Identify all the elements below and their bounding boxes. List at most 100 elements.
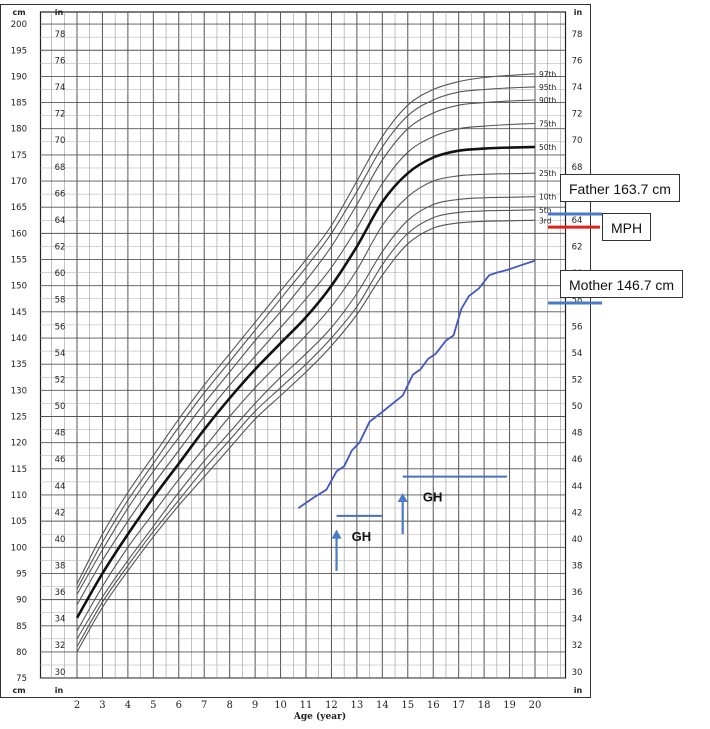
in-tick-label-right: 64 xyxy=(572,216,583,226)
in-tick-label-right: 30 xyxy=(572,668,583,678)
gh-arrow-head xyxy=(331,529,342,539)
in-tick-label-right: 34 xyxy=(572,615,583,625)
cm-tick-label: 175 xyxy=(11,151,27,161)
percentile-label-25th: 25th xyxy=(539,169,556,178)
cm-tick-label: 170 xyxy=(11,177,27,187)
y-unit-top-left: cm xyxy=(12,8,25,17)
cm-tick-label: 125 xyxy=(11,412,27,422)
age-tick-label: 13 xyxy=(351,700,364,711)
in-tick-label-right: 32 xyxy=(572,641,583,651)
in-tick-label-left: 60 xyxy=(55,269,66,279)
in-tick-label-right: 50 xyxy=(572,402,583,412)
age-tick-label: 14 xyxy=(376,700,389,711)
in-tick-label-left: 38 xyxy=(55,562,66,572)
patient-height-line xyxy=(297,259,536,509)
age-tick-label: 10 xyxy=(274,700,287,711)
in-tick-label-right: 40 xyxy=(572,535,583,545)
age-tick-label: 2 xyxy=(74,700,80,711)
cm-tick-label: 190 xyxy=(11,72,27,82)
percentile-label-95th: 95th xyxy=(539,83,556,92)
cm-tick-label: 95 xyxy=(16,569,27,579)
in-tick-label-left: 50 xyxy=(55,402,66,412)
percentile-curve-95th xyxy=(76,86,536,590)
in-tick-label-right: 76 xyxy=(572,57,583,67)
age-tick-label: 5 xyxy=(150,700,156,711)
cm-tick-label: 140 xyxy=(11,334,27,344)
in-tick-label-right: 74 xyxy=(572,83,583,93)
chart-frame xyxy=(0,4,591,698)
in-tick-label-right: 42 xyxy=(572,508,583,518)
in-tick-label-left: 34 xyxy=(55,615,66,625)
in-tick-label-left: 70 xyxy=(55,136,66,146)
in-unit-top-left: in xyxy=(55,8,64,17)
age-tick-label: 12 xyxy=(325,700,338,711)
in-tick-label-left: 58 xyxy=(55,296,66,306)
cm-tick-label: 85 xyxy=(16,622,27,632)
in-tick-label-left: 36 xyxy=(55,588,66,598)
cm-tick-label: 160 xyxy=(11,229,27,239)
in-tick-label-left: 78 xyxy=(55,30,66,40)
in-tick-label-right: 58 xyxy=(572,296,583,306)
tick-labels: 7580859095100105110115120125130135140145… xyxy=(11,20,583,711)
age-tick-label: 17 xyxy=(452,700,465,711)
in-tick-label-right: 56 xyxy=(572,322,583,332)
gh-label: GH xyxy=(423,490,443,505)
in-tick-label-right: 48 xyxy=(572,429,583,439)
grid xyxy=(0,4,591,698)
in-unit-bottom-right: in xyxy=(574,686,583,695)
in-tick-label-left: 68 xyxy=(55,163,66,173)
percentile-curve-75th xyxy=(76,122,536,606)
cm-tick-label: 150 xyxy=(11,282,27,292)
percentile-curve-3rd xyxy=(76,219,536,653)
cm-tick-label: 185 xyxy=(11,99,27,109)
in-tick-label-left: 48 xyxy=(55,429,66,439)
age-tick-label: 9 xyxy=(252,700,258,711)
cm-tick-label: 165 xyxy=(11,203,27,213)
age-tick-label: 20 xyxy=(529,700,542,711)
percentile-label-10th: 10th xyxy=(539,193,556,202)
in-tick-label-left: 44 xyxy=(55,482,66,492)
in-tick-label-right: 54 xyxy=(572,349,583,359)
in-tick-label-right: 44 xyxy=(572,482,583,492)
cm-tick-label: 90 xyxy=(16,596,27,606)
cm-tick-label: 75 xyxy=(16,674,27,684)
percentile-curve-90th xyxy=(76,99,536,595)
age-tick-label: 3 xyxy=(99,700,105,711)
in-tick-label-left: 42 xyxy=(55,508,66,518)
in-tick-label-right: 62 xyxy=(572,243,583,253)
age-tick-label: 4 xyxy=(125,700,131,711)
mother-height-callout: Mother 146.7 cm xyxy=(560,270,684,298)
cm-tick-label: 130 xyxy=(11,386,27,396)
percentile-label-90th: 90th xyxy=(539,96,556,105)
percentile-label-75th: 75th xyxy=(539,120,556,129)
father-height-callout: Father 163.7 cm xyxy=(560,174,680,202)
in-tick-label-left: 74 xyxy=(55,83,66,93)
age-tick-label: 15 xyxy=(401,700,414,711)
in-tick-label-left: 72 xyxy=(55,110,66,120)
cm-tick-label: 195 xyxy=(11,46,27,56)
in-tick-label-right: 78 xyxy=(572,30,583,40)
cm-tick-label: 105 xyxy=(11,517,27,527)
cm-tick-label: 110 xyxy=(11,491,27,501)
in-tick-label-right: 36 xyxy=(572,588,583,598)
in-tick-label-right: 52 xyxy=(572,375,583,385)
in-tick-label-left: 40 xyxy=(55,535,66,545)
gh-label: GH xyxy=(352,529,372,544)
percentile-curve-5th xyxy=(76,209,536,647)
age-tick-label: 8 xyxy=(226,700,232,711)
mph-callout: MPH xyxy=(602,213,652,241)
in-tick-label-left: 54 xyxy=(55,349,66,359)
in-tick-label-left: 56 xyxy=(55,322,66,332)
in-tick-label-right: 38 xyxy=(572,562,583,572)
percentile-curve-97th xyxy=(76,73,536,585)
in-unit-bottom-left: in xyxy=(55,686,64,695)
percentile-label-3rd: 3rd xyxy=(539,216,552,225)
in-tick-label-right: 72 xyxy=(572,110,583,120)
age-tick-label: 18 xyxy=(478,700,491,711)
percentile-curve-50th xyxy=(75,145,536,619)
cm-tick-label: 100 xyxy=(11,543,27,553)
in-tick-label-right: 46 xyxy=(572,455,583,465)
in-tick-label-left: 30 xyxy=(55,668,66,678)
annotations: GH GH xyxy=(297,259,536,571)
